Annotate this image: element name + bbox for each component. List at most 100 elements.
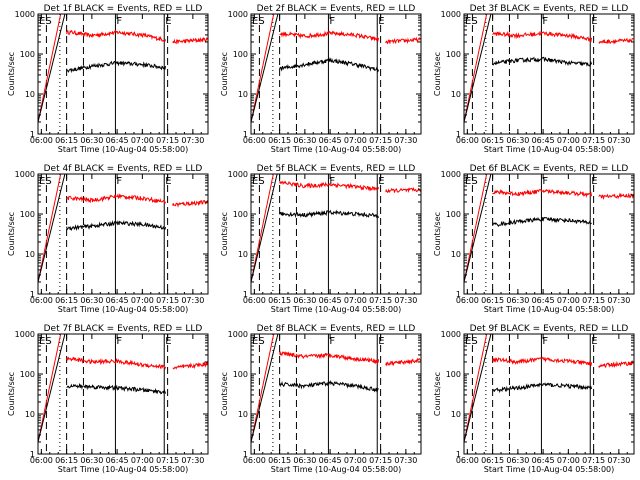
events-series-line [38,334,167,443]
y-tick-label: 100 [233,50,248,59]
region-label-e: E [165,16,171,27]
x-axis-label: Start Time (10-Aug-04 05:58:00) [58,305,189,314]
lld-series-line [464,174,634,283]
events-series-line [38,14,167,123]
x-tick-label: 07:15 [156,296,179,305]
x-tick-label: 07:00 [131,296,154,305]
lld-series-line [251,174,421,283]
x-tick-label: 07:00 [344,456,367,465]
x-tick-label: 06:15 [481,296,504,305]
chart-title: Det 6f BLACK = Events, RED = LLD [470,164,629,174]
y-tick-label: 1000 [441,170,461,179]
lld-series-line [38,14,208,123]
x-tick-label: 06:45 [106,456,129,465]
x-tick-label: 06:30 [80,296,103,305]
x-tick-label: 06:00 [30,296,53,305]
y-axis-label: Counts/sec [7,212,16,256]
y-tick-label: 1000 [15,330,35,339]
y-axis-label: Counts/sec [7,52,16,96]
x-tick-label: 07:15 [156,136,179,145]
region-label-f: F [542,16,548,27]
y-tick-label: 10 [238,410,248,419]
x-tick-label: 07:00 [131,456,154,465]
region-label-f: F [542,336,548,347]
plot-frame [37,333,209,455]
chart-panel-4: Det 4f BLACK = Events, RED = LLD ES F E 1 10 1… [7,164,209,314]
series-group [464,14,634,123]
x-tick-label: 06:45 [106,296,129,305]
x-tick-label: 06:00 [456,456,479,465]
x-tick-label: 07:15 [369,136,392,145]
x-tick-label: 06:00 [30,456,53,465]
lld-series-line [38,174,208,283]
x-tick-label: 06:30 [506,456,529,465]
region-label-e: E [378,336,384,347]
region-label-e: E [378,176,384,187]
region-label-es: ES [252,176,265,187]
y-tick-label: 1000 [441,10,461,19]
events-series-line [38,174,167,283]
x-tick-label: 06:30 [293,296,316,305]
series-group [38,334,208,443]
chart-title: Det 2f BLACK = Events, RED = LLD [257,4,416,14]
x-tick-label: 07:30 [394,136,417,145]
series-group [38,174,208,283]
chart-panel-1: Det 1f BLACK = Events, RED = LLD ES F E 1 10 1… [7,4,209,154]
x-tick-label: 06:15 [268,456,291,465]
x-tick-label: 07:30 [181,136,204,145]
chart-panel-9: Det 9f BLACK = Events, RED = LLD ES F E 1 10 1… [433,324,635,474]
region-label-f: F [542,176,548,187]
chart-title: Det 5f BLACK = Events, RED = LLD [257,164,416,174]
region-label-es: ES [39,336,52,347]
x-axis-label: Start Time (10-Aug-04 05:58:00) [58,465,189,474]
y-tick-label: 100 [20,210,35,219]
chart-panel-2: Det 2f BLACK = Events, RED = LLD ES F E 1 10 1… [220,4,422,154]
region-label-es: ES [252,16,265,27]
x-tick-label: 06:30 [506,296,529,305]
y-tick-label: 10 [451,250,461,259]
y-tick-label: 1000 [228,10,248,19]
y-tick-label: 10 [25,250,35,259]
x-tick-label: 07:15 [582,296,605,305]
y-axis-label: Counts/sec [433,52,442,96]
series-group [38,14,208,123]
x-axis-label: Start Time (10-Aug-04 05:58:00) [271,145,402,154]
region-label-es: ES [465,176,478,187]
y-axis-label: Counts/sec [220,52,229,96]
y-tick-label: 1 [30,290,35,299]
y-tick-label: 100 [233,210,248,219]
chart-title: Det 7f BLACK = Events, RED = LLD [44,324,203,334]
x-tick-label: 07:30 [607,456,630,465]
region-label-f: F [116,336,122,347]
y-tick-label: 100 [446,370,461,379]
x-tick-label: 06:45 [532,456,555,465]
chart-title: Det 3f BLACK = Events, RED = LLD [470,4,629,14]
lld-series-line [464,14,634,123]
chart-title: Det 1f BLACK = Events, RED = LLD [44,4,203,14]
y-tick-label: 1 [30,450,35,459]
chart-title: Det 9f BLACK = Events, RED = LLD [470,324,629,334]
region-label-f: F [116,16,122,27]
x-tick-label: 06:45 [532,296,555,305]
x-tick-label: 06:15 [268,136,291,145]
y-tick-label: 100 [20,370,35,379]
chart-panel-5: Det 5f BLACK = Events, RED = LLD ES F E 1 10 1… [220,164,422,314]
plot-frame [37,173,209,295]
x-tick-label: 06:00 [243,296,266,305]
events-series-line [251,174,380,283]
y-tick-label: 1000 [228,170,248,179]
x-tick-label: 06:15 [268,296,291,305]
series-group [464,334,634,443]
plot-frame [250,13,422,135]
x-tick-label: 07:15 [369,456,392,465]
chart-title: Det 4f BLACK = Events, RED = LLD [44,164,203,174]
x-axis-label: Start Time (10-Aug-04 05:58:00) [271,305,402,314]
x-tick-label: 07:00 [131,136,154,145]
y-tick-label: 1 [243,450,248,459]
chart-title: Det 8f BLACK = Events, RED = LLD [257,324,416,334]
x-tick-label: 06:30 [506,136,529,145]
region-label-f: F [329,16,335,27]
y-tick-label: 10 [238,90,248,99]
x-tick-label: 06:45 [319,296,342,305]
